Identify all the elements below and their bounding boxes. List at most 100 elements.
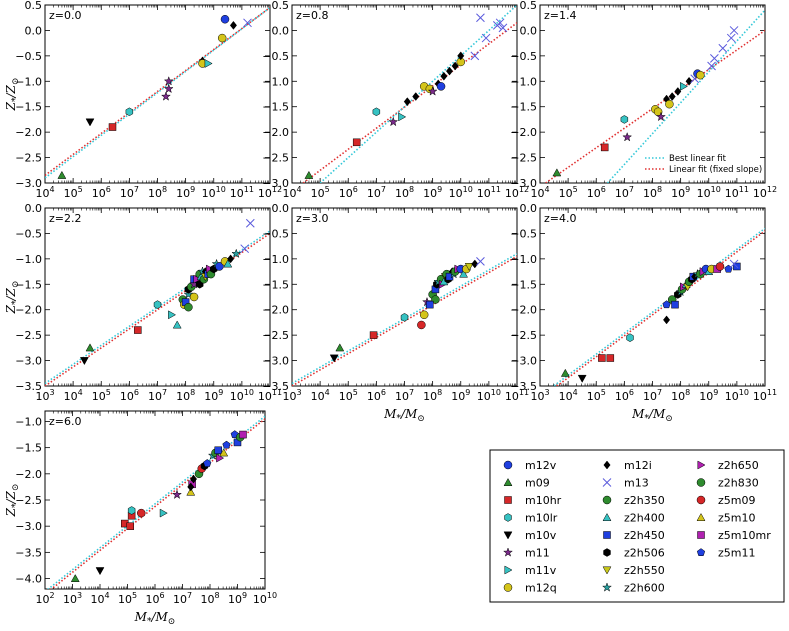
legend-item: z5m10	[696, 512, 756, 525]
data-point-z2h600	[231, 248, 242, 259]
data-point-m11	[622, 131, 633, 142]
data-point-z2h450	[671, 300, 679, 309]
legend-marker-z2h350	[602, 495, 612, 505]
data-point-m10hr	[134, 326, 142, 334]
legend-label: z2h600	[624, 582, 665, 595]
data-point-m10v	[85, 118, 95, 127]
legend-item: z2h550	[602, 564, 665, 577]
y-tick-label: −2.5	[262, 152, 289, 165]
fit-line-best	[319, 5, 517, 183]
data-point-z5m11	[222, 440, 231, 449]
panel-label: z=0.8	[296, 9, 328, 22]
data-point-m10v	[329, 354, 339, 363]
data-point-z2h450	[426, 300, 434, 309]
x-axis-label: M*/M⊙	[383, 407, 425, 424]
legend-label: m10lr	[525, 512, 558, 525]
legend-marker-z2h450	[603, 531, 611, 539]
data-point-m11v	[159, 508, 168, 518]
fit-line-best	[606, 9, 765, 183]
data-point-m10hr	[598, 354, 606, 362]
panel-z=0.8: 104 105 106 107 108 109 1010 1011 1012 0.5 0.0 −0.5…	[262, 0, 529, 200]
data-point-m13	[498, 23, 508, 33]
panel-label: z=1.4	[544, 9, 576, 22]
panel-frame	[44, 207, 271, 387]
data-point-m10hr	[606, 354, 615, 362]
data-point-m09	[57, 170, 67, 179]
data-point-m11v	[398, 112, 407, 122]
x-tick-label: 103	[530, 388, 549, 403]
legend-item: z5m11	[696, 547, 756, 560]
x-tick-label: 108	[423, 388, 442, 403]
fit-lines	[552, 227, 765, 386]
y-tick-label: −2.0	[510, 304, 537, 317]
x-axis-label: M*/M⊙	[134, 610, 176, 627]
data-point-m11	[388, 116, 399, 127]
fit-line-fixed-slope	[302, 22, 517, 183]
y-tick-label: −2.5	[510, 329, 537, 342]
legend-marker-z2h650	[697, 460, 706, 470]
x-tick-label: 106	[92, 185, 111, 200]
legend-label: z2h350	[624, 494, 665, 507]
x-tick-label: 1011	[258, 388, 282, 403]
data-point-m12q	[419, 310, 429, 320]
y-tick-label: −2.5	[510, 152, 537, 165]
fit-line-best	[45, 6, 270, 179]
panel-z=2.2: 103 104 105 106 107 108 109 1010 1011 0.0 −0.5 −1.0…	[4, 202, 282, 403]
data-point-z2h400	[172, 320, 182, 329]
fit-line-fixed-slope	[555, 230, 765, 386]
data-point-m09	[70, 574, 80, 582]
legend-marker-z2h830	[696, 478, 706, 487]
legend-item: m12i	[603, 459, 652, 472]
x-tick-label: 104	[35, 185, 54, 200]
legend-marker-z2h550	[602, 566, 612, 575]
x-tick-label: 1010	[202, 185, 226, 200]
legend-label: z5m10mr	[718, 529, 771, 542]
legend-item: m10lr	[504, 512, 558, 525]
data-point-m12i	[663, 315, 671, 325]
legend-item: z5m09	[696, 494, 756, 507]
y-tick-label: −3.5	[15, 380, 42, 393]
x-tick-label: 107	[120, 185, 139, 200]
data-point-z2h550	[464, 263, 474, 272]
data-point-m11	[427, 86, 438, 96]
data-point-m12i	[227, 254, 235, 264]
x-tick-label: 104	[530, 185, 549, 200]
panel-frame	[291, 4, 518, 184]
legend-marker-m13	[602, 478, 612, 487]
data-point-m12i	[440, 71, 448, 81]
y-tick-label: −1.0	[510, 253, 537, 266]
data-point-m10lr	[127, 506, 136, 515]
x-tick-label: 1010	[449, 185, 473, 200]
legend-marker-z2h506	[603, 548, 611, 557]
x-tick-label: 109	[204, 388, 223, 403]
x-tick-label: 106	[587, 185, 606, 200]
legend-label: m11v	[525, 564, 557, 577]
x-tick-label: 105	[587, 388, 606, 403]
y-tick-label: −3.5	[15, 546, 42, 559]
x-tick-label: 106	[145, 591, 164, 606]
legend-label: m11	[525, 547, 550, 560]
y-tick-label: −1.0	[262, 253, 289, 266]
y-tick-label: 0.0	[25, 24, 43, 37]
x-tick-label: 108	[200, 591, 219, 606]
y-tick-label: −4.0	[15, 573, 42, 586]
y-tick-label: −2.0	[510, 126, 537, 139]
data-point-z2h450	[214, 446, 222, 455]
panel-frame	[44, 410, 266, 590]
x-tick-label: 107	[173, 591, 192, 606]
x-tick-label: 109	[671, 185, 690, 200]
x-tick-label: 108	[176, 388, 195, 403]
legend-item: m11v	[504, 564, 557, 577]
legend-label: z2h506	[624, 547, 665, 560]
x-tick-label: 109	[176, 185, 195, 200]
x-tick-label: 106	[615, 388, 634, 403]
x-tick-label: 1010	[230, 388, 254, 403]
y-tick-label: −3.5	[510, 380, 537, 393]
data-point-m10hr	[126, 522, 134, 530]
data-point-m12i	[457, 51, 465, 61]
legend-item: z2h506	[603, 547, 665, 560]
x-tick-label: 1011	[230, 185, 254, 200]
data-point-m10lr	[372, 107, 381, 117]
panel-label: z=3.0	[296, 212, 328, 225]
fit-line-best	[47, 415, 265, 589]
